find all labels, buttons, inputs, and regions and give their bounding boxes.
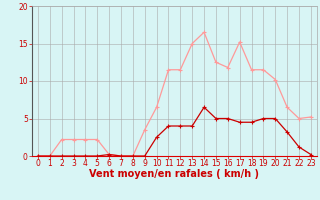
X-axis label: Vent moyen/en rafales ( km/h ): Vent moyen/en rafales ( km/h ) bbox=[89, 169, 260, 179]
